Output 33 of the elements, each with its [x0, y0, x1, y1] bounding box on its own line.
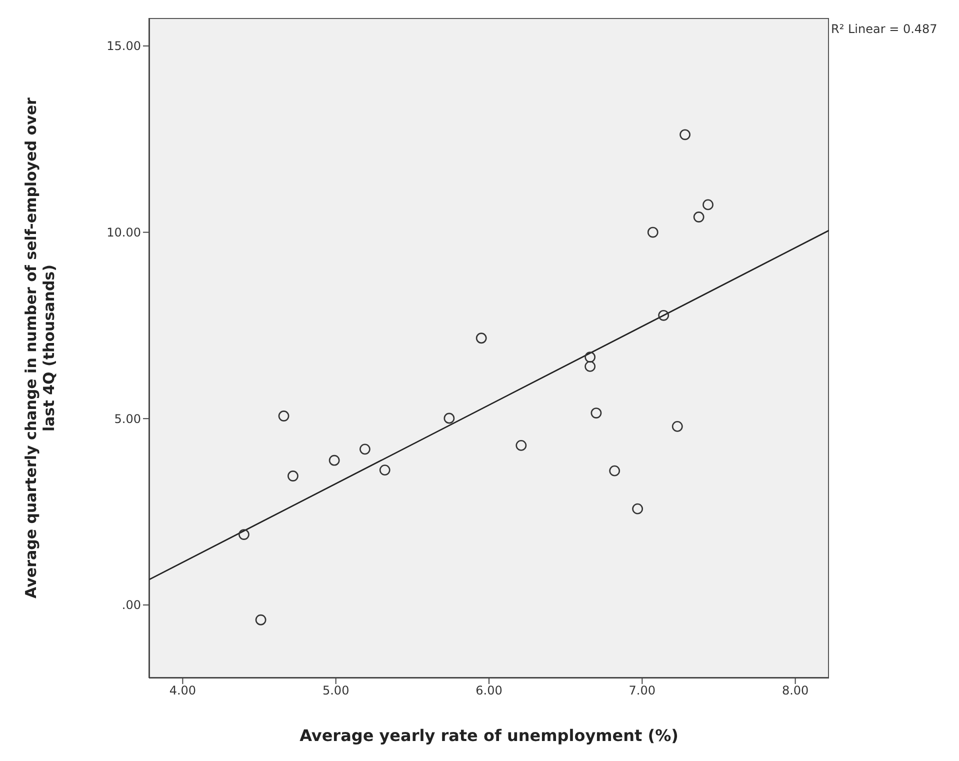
x-tick-label: 6.00 [476, 684, 502, 698]
point [255, 614, 266, 626]
point [680, 129, 690, 140]
point [359, 444, 370, 455]
point [476, 332, 487, 344]
point [584, 352, 596, 363]
x-tick-label: 8.00 [782, 684, 809, 698]
point [328, 454, 340, 466]
point [516, 440, 527, 451]
y-tick-label: 5.00 [114, 412, 141, 426]
point [693, 212, 704, 222]
point [632, 503, 644, 514]
x-tick-label: 4.00 [169, 684, 196, 698]
y-tick-label: .00 [122, 598, 141, 612]
point [590, 408, 602, 418]
point [672, 420, 683, 432]
y-axis-title: Average quarterly change in number of self-employed over last 4Q (thousands) [22, 96, 58, 598]
x-tick-label: 5.00 [322, 684, 350, 698]
point [238, 529, 250, 540]
y-tick-label: 10.00 [106, 226, 141, 240]
point [584, 360, 596, 372]
x-tick-label: 7.00 [628, 684, 656, 698]
point [278, 410, 290, 422]
y-tick-label: 15.00 [106, 39, 141, 54]
point [647, 226, 658, 238]
point [288, 470, 298, 482]
point [658, 310, 670, 321]
text: R² Linear = 0.487 [831, 22, 938, 36]
x-axis-title: Average yearly rate of unemployment (%) [300, 726, 678, 745]
point [444, 412, 455, 424]
point [702, 199, 714, 210]
point [609, 465, 620, 476]
point [379, 464, 390, 476]
